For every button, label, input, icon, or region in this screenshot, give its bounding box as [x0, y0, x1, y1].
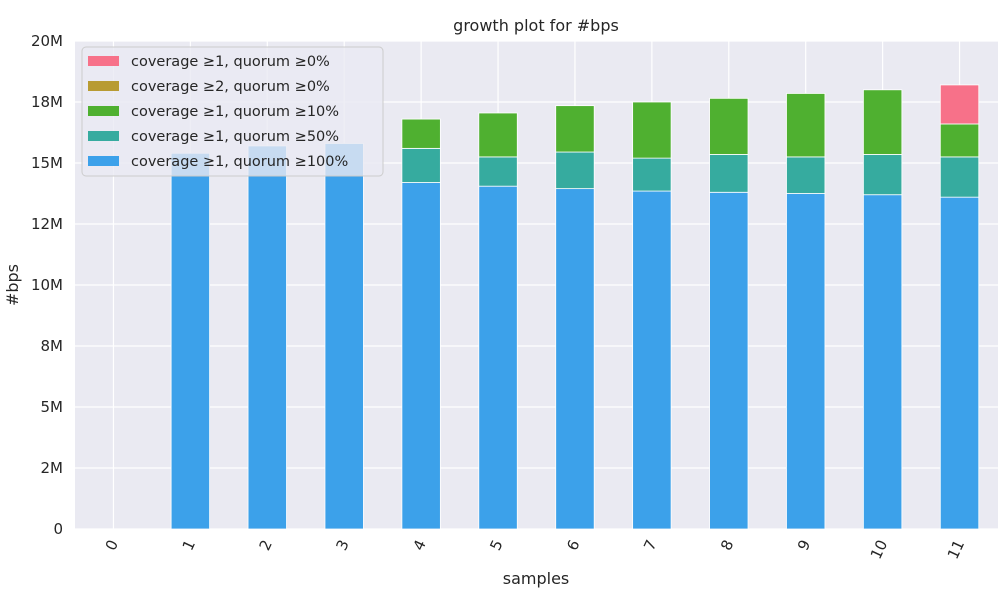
- y-axis-ticks: 0 2M 5M 8M 10M 12M 15M 18M 20M: [31, 32, 63, 538]
- x-tick-label: 2: [256, 537, 276, 553]
- bar-segment: [247, 145, 287, 530]
- x-tick-label: 6: [563, 537, 583, 553]
- bar-segment: [401, 147, 441, 183]
- y-axis-label: #bps: [3, 264, 22, 306]
- y-tick-label: 12M: [31, 215, 63, 233]
- y-tick-label: 5M: [41, 398, 64, 416]
- x-tick-label: 0: [102, 537, 122, 553]
- bar-segment: [939, 84, 980, 125]
- bar-segment: [939, 196, 980, 530]
- bar-segment: [862, 89, 903, 155]
- bar-segment: [478, 185, 518, 530]
- bar-segment: [478, 156, 518, 187]
- bars: [170, 84, 980, 530]
- x-tick-label: 10: [867, 537, 891, 562]
- x-tick-label: 4: [409, 537, 429, 553]
- legend-box: [81, 46, 384, 177]
- chart-title: growth plot for #bps: [453, 16, 619, 35]
- bar-segment: [401, 118, 441, 149]
- legend-label: coverage ≥1, quorum ≥10%: [131, 104, 339, 120]
- bar-segment: [555, 105, 595, 153]
- bar-segment: [786, 93, 826, 158]
- y-tick-label: 10M: [31, 276, 63, 294]
- x-tick-label: 8: [717, 537, 737, 553]
- bar-segment: [401, 182, 441, 530]
- bar-segment: [786, 193, 826, 530]
- y-tick-label: 2M: [41, 459, 64, 477]
- legend-label: coverage ≥1, quorum ≥100%: [131, 154, 348, 170]
- x-tick-label: 1: [179, 537, 199, 553]
- bar-segment: [170, 152, 211, 530]
- bar-segment: [632, 190, 672, 530]
- legend-label: coverage ≥2, quorum ≥0%: [131, 79, 330, 95]
- bar-segment: [786, 156, 826, 194]
- y-tick-label: 15M: [31, 154, 63, 172]
- legend-swatch: [88, 156, 119, 166]
- legend-swatch: [88, 81, 119, 91]
- legend-label: coverage ≥1, quorum ≥50%: [131, 129, 339, 145]
- legend-swatch: [88, 106, 119, 116]
- y-tick-label: 0: [53, 520, 63, 538]
- bar-segment: [555, 188, 595, 530]
- bar-segment: [555, 151, 595, 190]
- x-tick-label: 3: [332, 537, 352, 553]
- y-tick-label: 18M: [31, 93, 63, 111]
- x-tick-label: 9: [794, 537, 814, 553]
- legend-label: coverage ≥1, quorum ≥0%: [131, 54, 330, 70]
- bar-segment: [632, 157, 672, 192]
- bar-segment: [709, 97, 749, 155]
- bar-segment: [478, 112, 518, 158]
- bar-segment: [632, 101, 672, 159]
- legend: coverage ≥1, quorum ≥0% coverage ≥2, quor…: [81, 46, 384, 177]
- bar-segment: [862, 194, 903, 530]
- x-tick-label: 7: [640, 537, 660, 553]
- bar-segment: [862, 154, 903, 196]
- bar-segment: [709, 154, 749, 193]
- x-tick-label: 5: [486, 537, 506, 553]
- bar-segment: [939, 123, 980, 158]
- bar-segment: [324, 143, 364, 530]
- bar-segment: [709, 191, 749, 530]
- x-axis-label: samples: [503, 569, 570, 588]
- bar-segment: [939, 156, 980, 198]
- legend-swatch: [88, 131, 119, 141]
- x-axis-ticks: 0 1 2 3 4 5 6 7 8 9 10 11: [102, 537, 968, 562]
- y-tick-label: 8M: [41, 337, 64, 355]
- y-tick-label: 20M: [31, 32, 63, 50]
- x-tick-label: 11: [944, 537, 968, 562]
- legend-swatch: [88, 56, 119, 66]
